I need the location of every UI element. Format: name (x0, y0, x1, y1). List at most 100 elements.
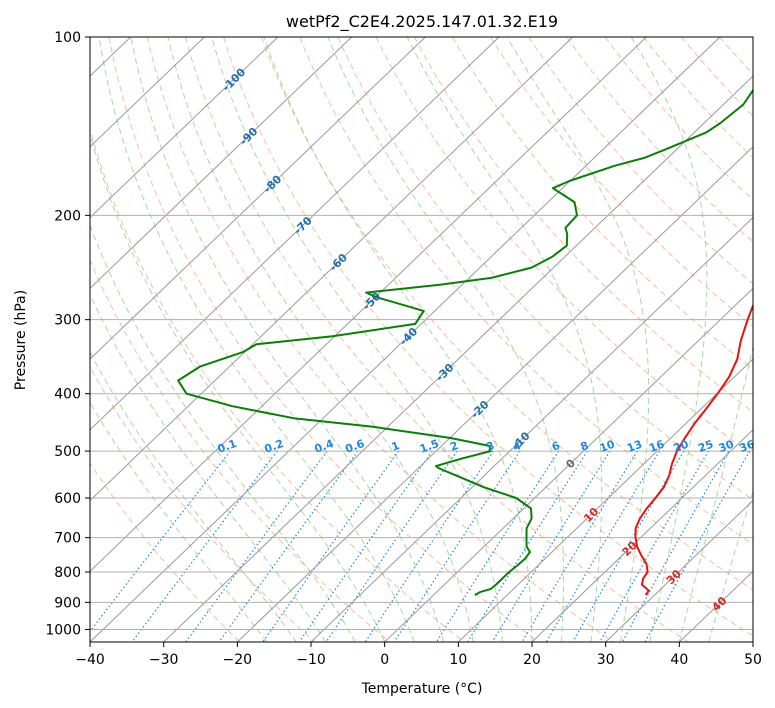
mixing-ratio-line (491, 450, 611, 642)
dry-adiabat-line (490, 37, 753, 327)
dry-adiabat-line (528, 37, 753, 285)
mixing-ratio-label: 25 (696, 438, 715, 455)
dry-adiabat-line (90, 366, 316, 642)
x-tick-label: 0 (380, 652, 389, 668)
isotherm-line (752, 641, 753, 642)
x-tick-label: 40 (670, 652, 688, 668)
isotherm-line (90, 37, 426, 360)
mixing-ratio-label: 1 (390, 439, 402, 454)
mixing-ratio-label: 6 (550, 439, 562, 454)
plot-clip-group: -100-90-80-70-60-50-40-30-20-10010203040… (90, 37, 775, 642)
mixing-ratio-line (435, 450, 560, 642)
mixing-ratio-line (644, 450, 751, 642)
mixing-ratio-line (90, 450, 231, 633)
dry-adiabat-line (90, 258, 390, 642)
dry-adiabats (90, 37, 775, 642)
y-tick-label: 200 (54, 208, 81, 224)
mixing-ratio-line (185, 450, 328, 642)
mixing-ratio-label: 13 (625, 438, 644, 455)
mixing-ratio-label: 36 (738, 438, 757, 456)
dewpoint-profile (177, 88, 753, 596)
dry-adiabat-line (413, 37, 753, 413)
moist-adiabat-line (708, 489, 753, 642)
moist-adiabat-line (167, 37, 474, 642)
isotherm-line (90, 37, 279, 219)
moist-adiabat-line (630, 37, 708, 642)
y-tick-label: 800 (54, 565, 81, 581)
x-axis-label: Temperature (°C) (361, 681, 483, 697)
y-tick-label: 900 (54, 595, 81, 611)
isotherm-line (90, 37, 205, 148)
dry-adiabat-line (90, 462, 241, 642)
profiles (177, 88, 753, 596)
isotherm-line (90, 37, 647, 572)
isotherm-line (531, 429, 753, 642)
isotherms (90, 37, 753, 642)
x-tick-label: −40 (75, 652, 105, 668)
mixing-ratio-line (364, 450, 494, 642)
isotherm-line (236, 146, 753, 642)
temperature-profile (634, 302, 753, 596)
chart-title: wetPf2_C2E4.2025.147.01.32.E19 (286, 12, 558, 32)
dry-adiabat-line (566, 37, 753, 243)
mixing-ratio-label: 20 (672, 438, 691, 456)
isotherm-line (605, 499, 753, 642)
x-tick-label: 10 (449, 652, 467, 668)
moist-adiabats (90, 37, 753, 642)
mixing-ratio-label: 0.6 (344, 437, 367, 456)
isobars (90, 37, 753, 630)
isotherm-line (678, 570, 753, 642)
mixing-ratio-label: 0.2 (263, 437, 286, 456)
isotherm-line (310, 216, 753, 642)
moist-adiabat-line (506, 37, 650, 642)
dry-adiabat-line (451, 37, 753, 370)
moist-adiabat-line (98, 37, 415, 642)
isotherm-line (384, 287, 753, 642)
dry-adiabat-line (719, 37, 753, 75)
mixing-ratio-label: 0.1 (216, 437, 239, 456)
isotherm-line (90, 37, 574, 502)
y-tick-label: 300 (54, 313, 81, 329)
moist-adiabat-line (406, 37, 603, 642)
dry-adiabat-line (299, 37, 753, 545)
x-tick-label: −20 (223, 652, 253, 668)
moist-adiabat-line (90, 223, 356, 642)
dry-adiabat-line (758, 37, 775, 642)
x-tick-label: 50 (744, 652, 762, 668)
mixing-ratio-line (621, 450, 730, 642)
mixing-ratio-line (599, 450, 709, 642)
plot-area: -100-90-80-70-60-50-40-30-20-10010203040… (89, 36, 775, 643)
mixing-ratio-label: 4 (511, 439, 523, 454)
y-tick-label: 600 (54, 491, 81, 507)
y-axis-label: Pressure (hPa) (13, 290, 29, 390)
dry-adiabat-line (375, 37, 753, 457)
dry-adiabat-line (184, 37, 689, 642)
y-axis-ticks: 100 200 300 400 500 600 700 800 900 1000 (45, 30, 90, 638)
mixing-ratio-label: 16 (647, 438, 666, 456)
moist-adiabat-line (678, 344, 753, 642)
moist-adiabat-line (90, 351, 297, 642)
isotherm-line (457, 358, 753, 642)
moist-adiabat-line (263, 37, 533, 642)
mixing-ratio-line (325, 450, 458, 642)
mixing-ratio-line (298, 450, 433, 642)
plot-frame (89, 36, 754, 643)
moist-adiabat-line (130, 37, 445, 642)
mixing-ratio-label: 8 (579, 439, 591, 454)
mixing-ratio-line (521, 450, 638, 642)
moist-adiabat-line (90, 131, 386, 642)
moist-adiabat-line (90, 401, 268, 642)
mixing-ratio-lines (90, 450, 751, 642)
x-tick-label: 30 (597, 652, 615, 668)
dry-adiabat-line (90, 127, 465, 642)
mixing-ratio-label: 3 (485, 439, 497, 454)
mixing-ratio-label: 10 (598, 438, 617, 456)
moist-adiabat-line (327, 37, 564, 642)
dry-adiabat-line (337, 37, 753, 501)
x-axis-ticks: −40 −30 −20 −10 0 10 20 30 40 50 (75, 642, 762, 668)
y-tick-label: 400 (54, 387, 81, 403)
moist-adiabat-line (211, 37, 503, 642)
dry-adiabat-line (146, 37, 614, 642)
